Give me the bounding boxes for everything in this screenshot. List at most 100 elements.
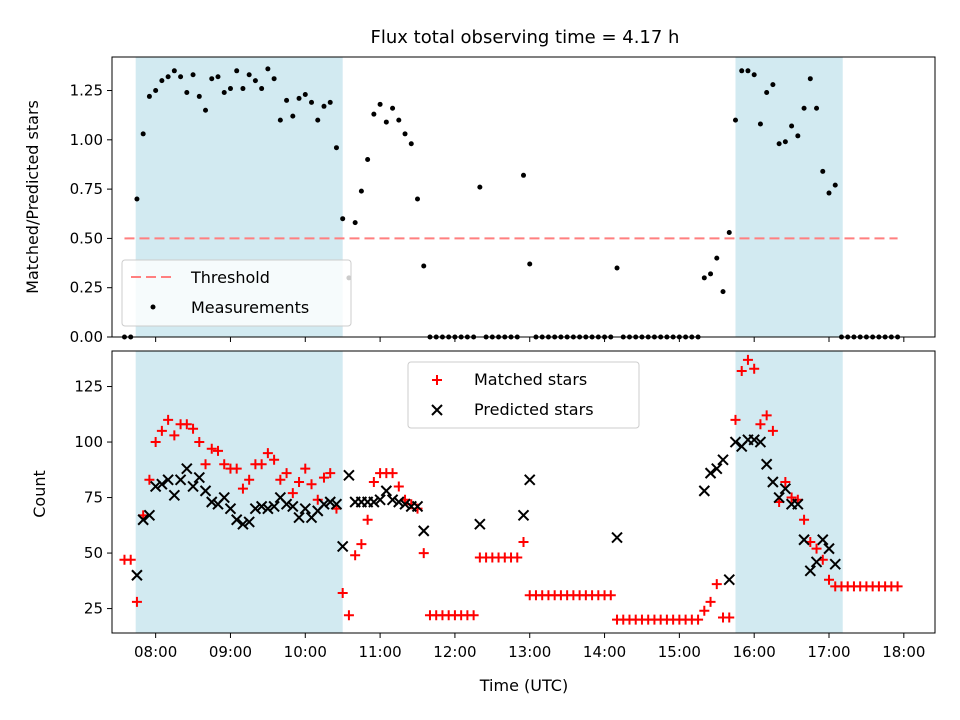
measurement-point (371, 111, 377, 117)
predicted-point (149, 480, 162, 493)
predicted-point (218, 491, 230, 504)
measurement-point (178, 74, 184, 80)
measurement-point (764, 89, 770, 95)
x-tick-label: 16:00 (733, 643, 776, 661)
bottom-y-tick-label: 25 (84, 600, 103, 618)
predicted-point (823, 542, 835, 555)
predicted-point (343, 469, 355, 482)
bottom-y-tick-label: 125 (74, 378, 103, 396)
x-tick-label: 09:00 (209, 643, 252, 661)
bottom-legend: Matched stars Predicted stars (407, 361, 640, 429)
predicted-point (255, 500, 268, 513)
matched-point (325, 468, 336, 479)
matched-point (281, 468, 292, 479)
matched-point (418, 548, 429, 559)
matched-legend-swatch (432, 375, 442, 385)
predicted-point (723, 574, 735, 586)
predicted-point (262, 502, 274, 515)
top-y-tick-label: 0.00 (70, 328, 103, 346)
measurement-point (421, 263, 427, 269)
measurement-point (203, 107, 209, 113)
top-legend: Threshold Measurements (121, 259, 352, 327)
measurement-point (234, 68, 240, 74)
measurement-point (807, 76, 813, 82)
matched-point (318, 472, 329, 483)
predicted-point (374, 494, 386, 506)
x-tick-label: 10:00 (284, 643, 327, 661)
matched-point (730, 414, 741, 425)
predicted-point (817, 534, 829, 546)
matched-point (343, 610, 354, 621)
predicted-point (380, 485, 393, 497)
measurement-point (271, 76, 277, 82)
measurement-point (134, 196, 140, 202)
measurement-point (745, 68, 751, 74)
x-tick-label: 12:00 (433, 643, 476, 661)
x-tick-label: 18:00 (882, 643, 925, 661)
predicted-point (810, 556, 823, 568)
x-tick-label: 13:00 (508, 643, 551, 661)
measurement-point (826, 190, 832, 196)
matched-point (699, 605, 710, 616)
predicted-point (293, 511, 305, 524)
top-x-ticks (155, 337, 905, 342)
measurement-point (284, 97, 290, 103)
top-y-tick-label: 1.25 (70, 82, 103, 100)
matched-point (169, 430, 180, 441)
predicted-point (804, 565, 817, 577)
predicted-point (224, 502, 237, 515)
predicted-point (336, 540, 349, 553)
measurement-point (209, 76, 215, 82)
predicted-point (368, 496, 380, 508)
matched-point (711, 579, 722, 590)
measurement-point (751, 72, 757, 78)
matched-point (194, 437, 205, 448)
matched-point (262, 448, 273, 459)
predicted-point (162, 474, 174, 486)
predicted-legend-label: Predicted stars (474, 400, 594, 419)
predicted-point (187, 480, 199, 493)
measurement-point (527, 261, 533, 267)
top-y-tick-label: 0.75 (70, 180, 103, 198)
matched-point (269, 454, 280, 465)
matched-point (705, 596, 716, 607)
measurement-point (309, 99, 315, 105)
predicted-point (181, 462, 193, 475)
predicted-point (611, 531, 623, 544)
measurement-point (352, 220, 358, 226)
matched-point (144, 474, 155, 485)
matched-point (693, 614, 704, 625)
predicted-point (399, 498, 411, 510)
predicted-point (524, 474, 536, 486)
matched-point (749, 363, 760, 374)
measurement-point (290, 113, 296, 119)
predicted-point (168, 489, 181, 502)
bottom-y-tick-label: 50 (84, 544, 103, 562)
matched-point (300, 463, 311, 474)
measurement-point (757, 121, 763, 127)
measurement-point (814, 105, 820, 111)
measurement-point (614, 265, 620, 271)
matched-point (799, 514, 810, 525)
x-axis-label: Time (UTC) (479, 676, 568, 695)
predicted-point (754, 436, 767, 448)
matched-point (811, 543, 822, 554)
measurement-point (832, 182, 838, 188)
matched-point (181, 419, 192, 430)
predicted-legend-marker (431, 404, 443, 416)
measurement-point (315, 117, 321, 123)
measurement-point (795, 133, 801, 139)
matched-point (125, 554, 136, 565)
predicted-point (760, 458, 773, 470)
predicted-point (829, 558, 841, 570)
matched-point (219, 459, 230, 470)
predicted-point (268, 500, 280, 513)
predicted-point (243, 516, 255, 528)
matched-point (742, 354, 753, 365)
measurement-point (415, 196, 421, 202)
measurement-point (221, 89, 227, 95)
matched-point (206, 443, 217, 454)
x-tick-label: 11:00 (358, 643, 401, 661)
measurement-point (171, 68, 177, 74)
